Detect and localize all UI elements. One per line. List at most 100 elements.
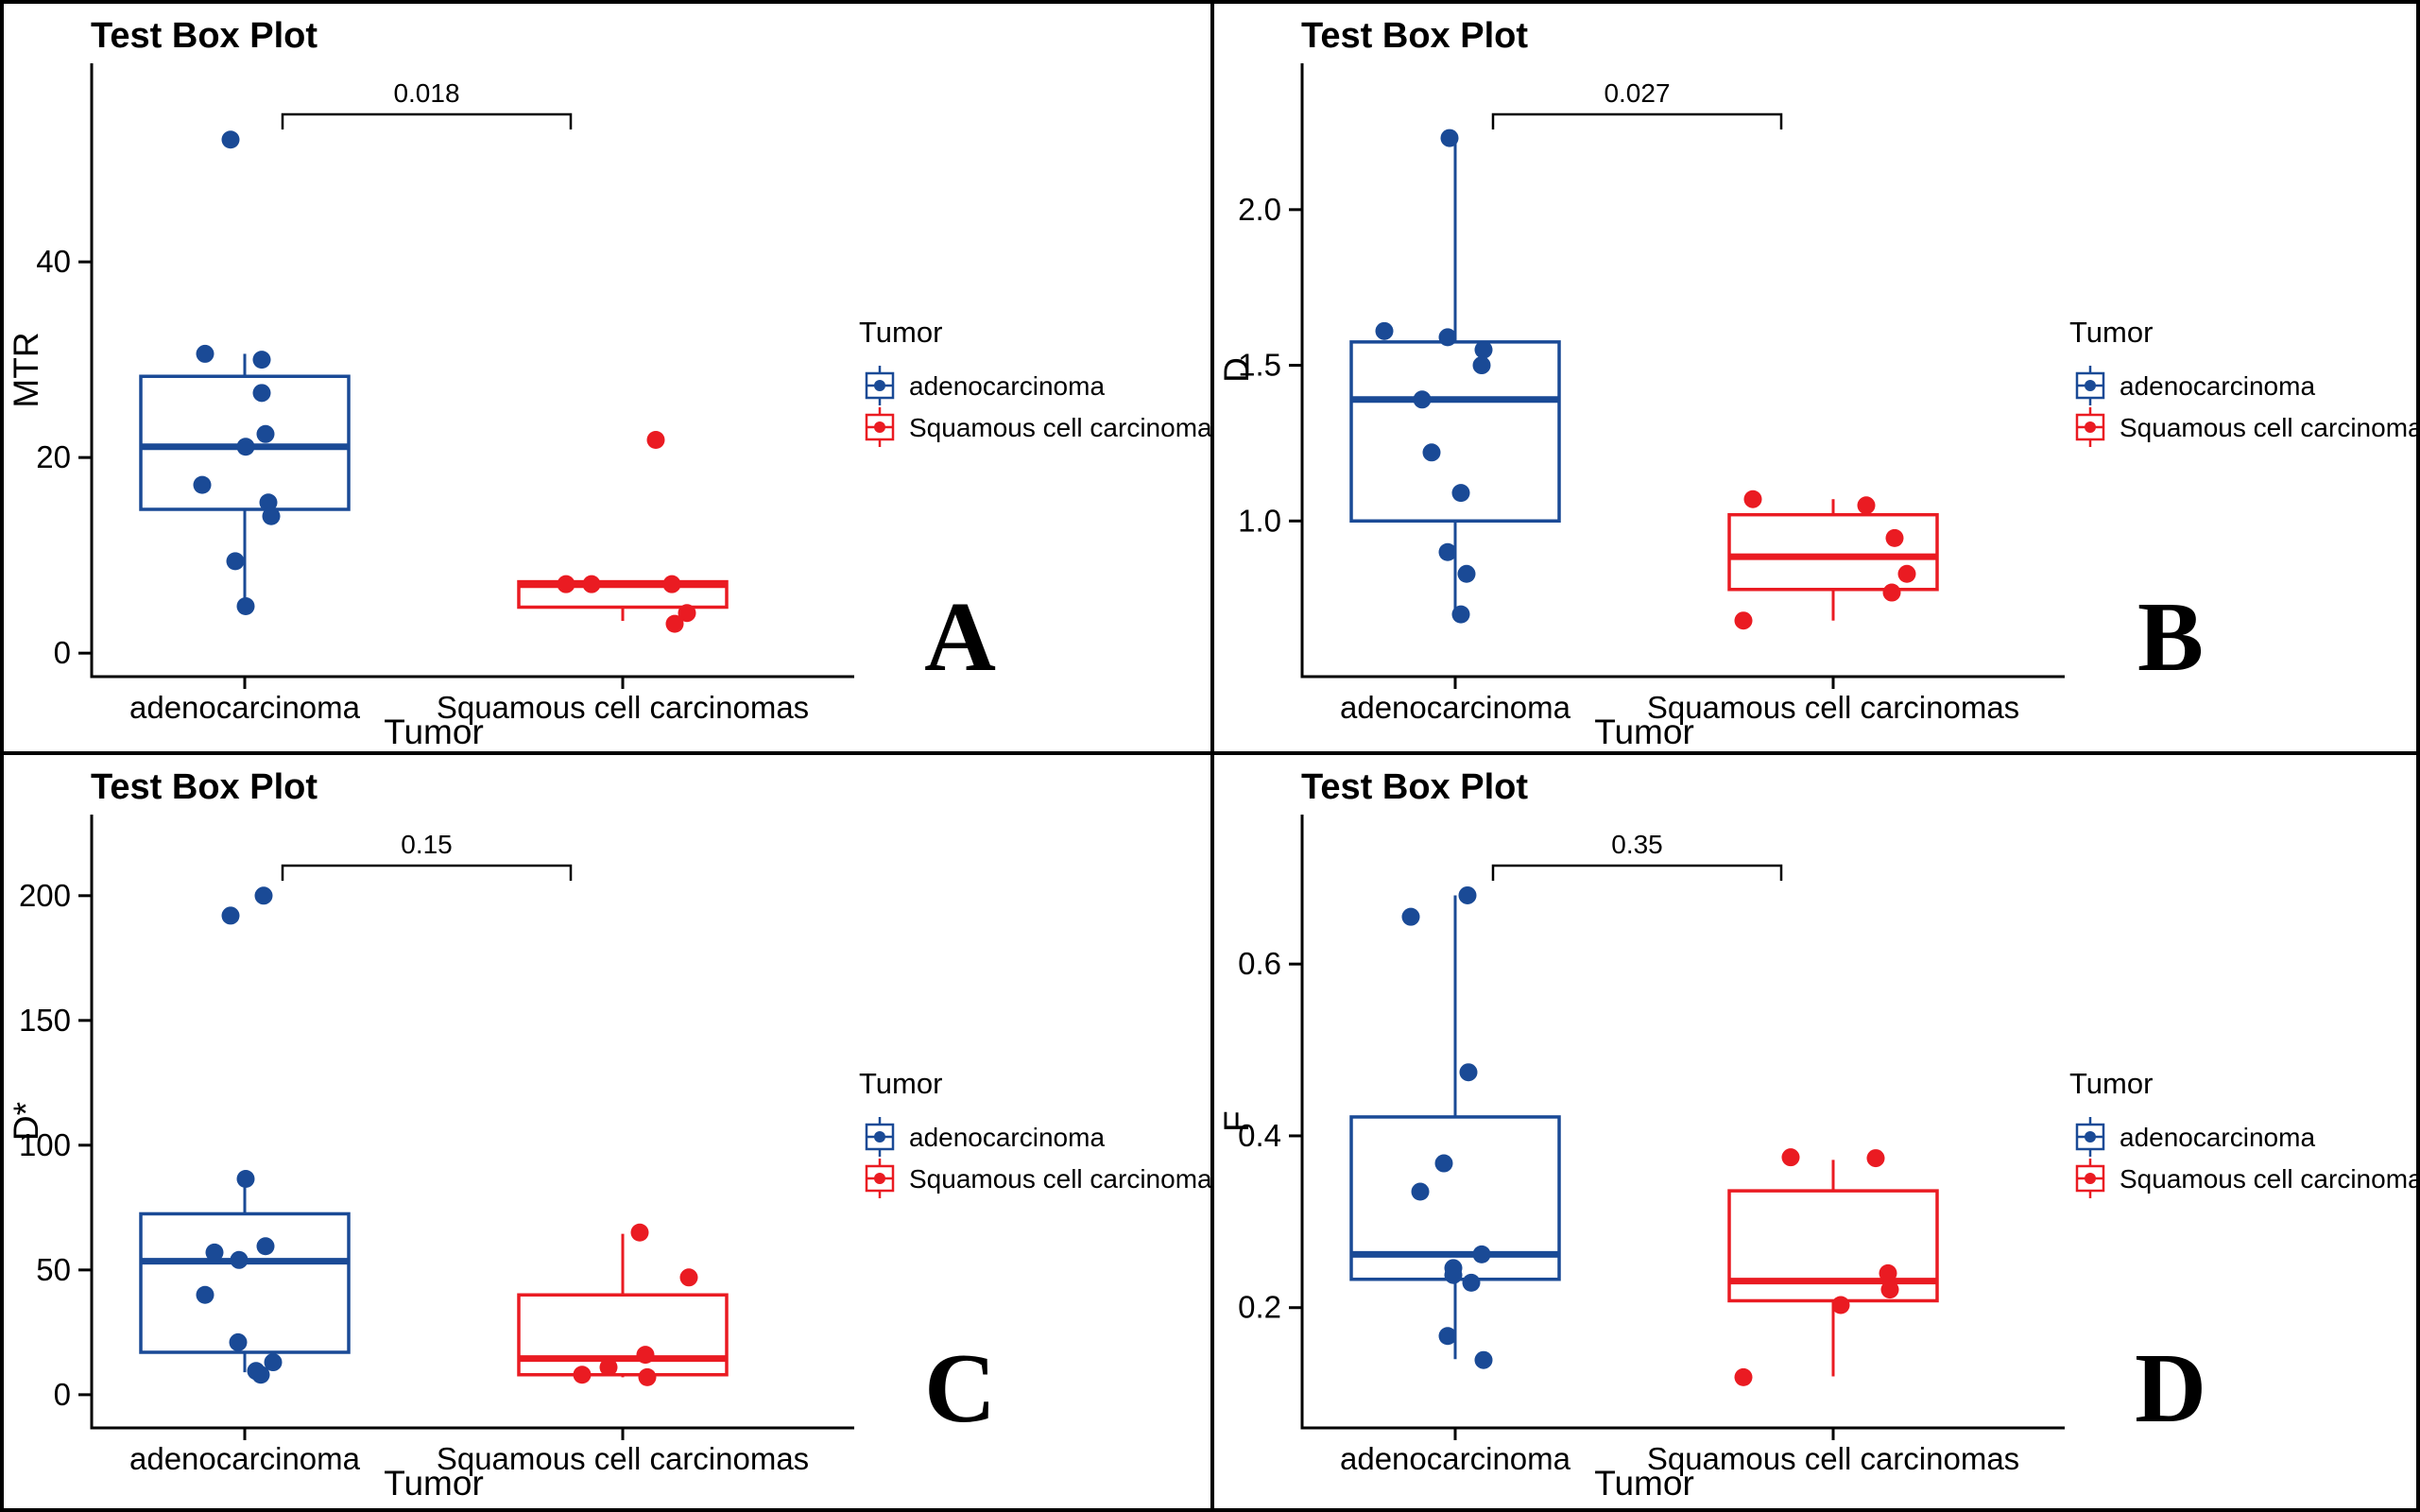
significance-bracket <box>1491 864 1783 881</box>
data-point <box>1451 484 1470 503</box>
y-tick-label: 40 <box>36 244 71 279</box>
panel-title: Test Box Plot <box>1301 16 1528 56</box>
panel-title: Test Box Plot <box>91 767 318 807</box>
boxplot-adenocarcinoma <box>1349 129 1561 624</box>
y-tick-label: 0.4 <box>1238 1118 1281 1153</box>
p-value-label: 0.027 <box>1604 78 1670 108</box>
boxplot-legend-icon <box>865 407 895 447</box>
data-point <box>230 1250 249 1269</box>
data-point <box>1879 1263 1897 1282</box>
data-point <box>236 596 255 615</box>
data-point <box>196 1285 215 1304</box>
boxplot-squamous <box>1727 1148 1939 1386</box>
y-axis-title: MTR <box>7 332 45 407</box>
legend-icon-point <box>874 421 885 433</box>
data-point <box>1444 1265 1463 1284</box>
legend-entry-label: Squamous cell carcinomas <box>909 1164 1210 1194</box>
data-point <box>1857 496 1876 515</box>
panel-letter: A <box>924 581 996 692</box>
data-point <box>1831 1296 1850 1314</box>
data-point <box>582 575 601 593</box>
legend-icon-point <box>874 380 885 391</box>
data-point <box>557 575 575 593</box>
data-point <box>1474 340 1493 359</box>
data-point <box>236 438 255 456</box>
vertical-divider <box>1210 4 1214 1508</box>
y-tick-label: 0 <box>54 1377 71 1412</box>
boxplot-legend-icon <box>865 1159 895 1198</box>
data-point <box>1897 564 1916 583</box>
legend-icon-point <box>874 1173 885 1184</box>
data-point <box>1438 1327 1457 1346</box>
y-tick-label: 0.2 <box>1238 1290 1281 1325</box>
data-point <box>1434 1154 1453 1173</box>
legend-entry-label: adenocarcinoma <box>909 1123 1105 1152</box>
legend-title: Tumor <box>2069 1067 2153 1100</box>
box <box>139 1211 351 1354</box>
data-point <box>229 1332 248 1351</box>
significance-bracket <box>1491 112 1783 129</box>
data-point <box>1743 490 1762 508</box>
x-axis-title: Tumor <box>384 713 484 751</box>
data-point <box>1474 1350 1493 1369</box>
y-tick-label: 200 <box>19 878 71 913</box>
legend-entry-label: Squamous cell carcinomas <box>2120 413 2420 442</box>
boxplot-legend-icon <box>2075 407 2105 447</box>
data-point <box>226 552 245 571</box>
data-point <box>1472 356 1491 375</box>
p-value-label: 0.15 <box>401 830 453 859</box>
boxplot-adenocarcinoma <box>1349 885 1561 1369</box>
data-point <box>1472 1245 1491 1263</box>
boxplot-squamous <box>1727 490 1939 630</box>
boxplot-squamous <box>517 431 729 633</box>
x-category-label: adenocarcinoma <box>129 690 361 725</box>
data-point <box>1375 321 1394 340</box>
data-point <box>1451 605 1470 624</box>
legend-entry-label: adenocarcinoma <box>909 371 1105 401</box>
data-point <box>1734 1367 1753 1386</box>
legend: Tumor adenocarcinoma Squamous cell carcino… <box>859 316 1226 447</box>
y-axis-title: D <box>1217 357 1256 383</box>
data-point <box>256 1237 275 1256</box>
x-category-label: Squamous cell carcinomas <box>1647 690 2019 725</box>
y-tick-label: 20 <box>36 439 71 474</box>
data-point <box>662 575 681 593</box>
data-point <box>679 1268 698 1287</box>
panel-A: Test Box Plot 0 20 40 MTR adenocarcinoma Squam… <box>4 4 1226 751</box>
legend-title: Tumor <box>859 1067 942 1100</box>
data-point <box>599 1358 618 1377</box>
data-point <box>1734 611 1753 630</box>
p-value-label: 0.018 <box>393 78 459 108</box>
data-point <box>1459 1063 1478 1082</box>
data-point <box>636 1346 655 1365</box>
legend-icon-point <box>2085 1173 2096 1184</box>
data-point <box>1422 443 1441 462</box>
legend-title: Tumor <box>859 316 942 349</box>
data-point <box>264 1353 283 1372</box>
panel-title: Test Box Plot <box>91 16 318 56</box>
x-axis-title: Tumor <box>384 1464 484 1503</box>
legend: Tumor adenocarcinoma Squamous cell carcino… <box>2069 1067 2416 1198</box>
boxplot-squamous <box>517 1223 729 1386</box>
horizontal-divider <box>4 751 2416 755</box>
y-tick-label: 100 <box>19 1127 71 1162</box>
significance-bracket <box>281 112 573 129</box>
data-point <box>1781 1148 1800 1167</box>
data-point <box>1880 1280 1899 1299</box>
panel-letter: C <box>924 1332 996 1443</box>
x-category-label: Squamous cell carcinomas <box>1647 1441 2019 1476</box>
panel-svg-C: Test Box Plot 0 50 100 150 200 D* adenocarcinom… <box>7 767 1226 1503</box>
panel-svg-A: Test Box Plot 0 20 40 MTR adenocarcinoma Squam… <box>7 16 1226 751</box>
legend: Tumor adenocarcinoma Squamous cell carcino… <box>2069 316 2420 447</box>
x-axis-title: Tumor <box>1594 1464 1694 1503</box>
legend: Tumor adenocarcinoma Squamous cell carcino… <box>859 1067 1226 1198</box>
boxplot-legend-icon <box>2075 1117 2105 1157</box>
x-category-label: adenocarcinoma <box>1340 1441 1571 1476</box>
data-point <box>221 130 240 149</box>
x-category-label: adenocarcinoma <box>129 1441 361 1476</box>
data-point <box>256 424 275 443</box>
data-point <box>236 1169 255 1188</box>
